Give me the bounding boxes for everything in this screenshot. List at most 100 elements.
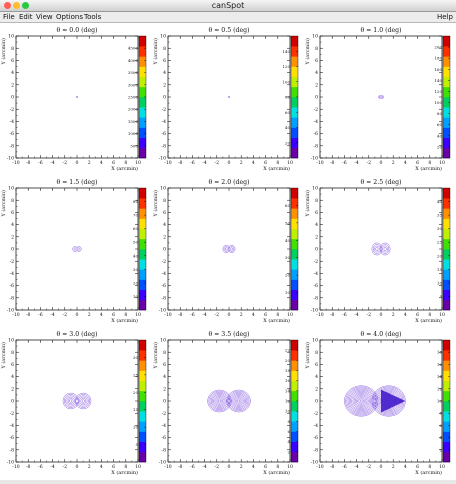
colorbar-frame xyxy=(442,187,451,311)
colorbar-segment xyxy=(139,107,146,118)
y-tick-label: 8 xyxy=(11,198,14,204)
colorbar-segment xyxy=(139,198,146,209)
colorbar-tick-label: 22 xyxy=(285,348,291,353)
y-tick-label: 6 xyxy=(163,362,166,368)
y-tick-label: -4 xyxy=(162,423,167,429)
colorbar-segment xyxy=(443,76,450,88)
panel-title: θ = 2.5 (deg) xyxy=(360,179,401,186)
spot-ring xyxy=(232,395,245,407)
spot xyxy=(62,392,92,410)
y-axis-label: Y (arcmin) xyxy=(0,38,7,66)
menu-bar: File Edit View Options Tools Help xyxy=(0,12,456,23)
x-tick-label: 8 xyxy=(124,312,127,318)
colorbar-tick-label: 20 xyxy=(285,273,291,278)
y-tick-label: -4 xyxy=(162,271,167,277)
colorbar-segment xyxy=(139,350,146,361)
colorbar-segment xyxy=(291,451,298,463)
colorbar-segment xyxy=(443,117,450,128)
colorbar-tick-label: 15 xyxy=(133,407,139,412)
x-tick-label: 4 xyxy=(252,464,255,470)
spot xyxy=(371,242,391,256)
spot-ring xyxy=(75,392,92,410)
panel-title: θ = 0.5 (deg) xyxy=(208,27,249,34)
colorbar-tick-label: 4000 xyxy=(128,58,139,63)
y-tick-label: 10 xyxy=(312,338,318,344)
colorbar-segment xyxy=(443,370,450,381)
zoom-window-icon[interactable] xyxy=(22,2,29,9)
x-tick-label: -10 xyxy=(164,312,171,318)
y-tick-label: 0 xyxy=(11,399,14,405)
y-tick-label: 10 xyxy=(160,186,166,192)
x-axis-label: X (arcmin) xyxy=(415,317,442,324)
colorbar-tick-label: 2500 xyxy=(128,95,139,100)
colorbar-tick-label: 2 xyxy=(439,447,442,452)
panel-title: θ = 2.0 (deg) xyxy=(208,179,249,186)
x-tick-label: 4 xyxy=(252,312,255,318)
colorbar-tick-label: 50 xyxy=(133,240,139,245)
x-tick-label: -6 xyxy=(342,464,347,470)
spot-ring xyxy=(234,397,243,405)
colorbar-tick-label: 180 xyxy=(434,56,442,61)
colorbar-segment xyxy=(443,147,450,159)
y-tick-label: 2 xyxy=(163,82,166,88)
colorbar-tick-label: 6 xyxy=(439,423,442,428)
menu-view[interactable]: View xyxy=(36,13,53,21)
y-tick-label: -10 xyxy=(159,156,166,162)
colorbar-tick-label: 6 xyxy=(287,429,290,434)
close-window-icon[interactable] xyxy=(4,2,11,9)
minimize-window-icon[interactable] xyxy=(13,2,20,9)
x-tick-label: -6 xyxy=(190,464,195,470)
x-tick-label: -4 xyxy=(354,312,359,318)
x-tick-label: -6 xyxy=(38,464,43,470)
colorbar-tick-label: 60 xyxy=(285,110,291,115)
spot-panel: θ = 3.5 (deg) -10 -8 -6 -4 -2 0 2 4 6 8 10 -10 -8 -6 -4… xyxy=(152,331,299,476)
colorbar-tick-label: 10 xyxy=(437,280,443,285)
spot-ring xyxy=(66,396,75,406)
panel-title: θ = 3.5 (deg) xyxy=(208,331,249,338)
colorbar-tick-label: 5 xyxy=(135,442,138,447)
x-tick-label: 0 xyxy=(380,312,383,318)
menu-file[interactable]: File xyxy=(3,13,15,21)
x-tick-label: 4 xyxy=(404,160,407,166)
y-tick-label: -4 xyxy=(10,271,15,277)
x-tick-label: 0 xyxy=(76,464,79,470)
x-tick-label: 8 xyxy=(276,312,279,318)
colorbar-segment xyxy=(291,137,298,149)
spot xyxy=(228,96,230,98)
x-tick-label: -4 xyxy=(202,464,207,470)
spot xyxy=(207,389,251,413)
x-tick-label: -8 xyxy=(330,160,335,166)
colorbar-segment xyxy=(291,390,298,402)
x-tick-label: -8 xyxy=(178,464,183,470)
colorbar-tick-label: 10 xyxy=(133,425,139,430)
spot-tail xyxy=(381,389,406,413)
colorbar-tick-label: 500 xyxy=(130,143,138,148)
menu-help[interactable]: Help xyxy=(437,13,453,21)
y-tick-label: -4 xyxy=(314,119,319,125)
x-tick-label: 10 xyxy=(439,464,445,470)
y-tick-label: -8 xyxy=(314,447,319,453)
menu-edit[interactable]: Edit xyxy=(19,13,33,21)
y-tick-label: 10 xyxy=(8,34,14,40)
spot-ring xyxy=(355,395,368,407)
colorbar-segment xyxy=(443,46,450,57)
colorbar-segment xyxy=(139,269,146,280)
x-tick-label: -8 xyxy=(26,312,31,318)
y-tick-label: 8 xyxy=(11,350,14,356)
spot-center xyxy=(228,248,230,250)
x-tick-label: 4 xyxy=(100,160,103,166)
y-tick-label: 6 xyxy=(315,210,318,216)
y-tick-label: -4 xyxy=(314,423,319,429)
colorbar-tick-label: 80 xyxy=(133,199,139,204)
colorbar-segment xyxy=(139,401,146,412)
colorbar-segment xyxy=(139,137,146,149)
colorbar-segment xyxy=(291,380,298,392)
spot-panel: θ = 0.5 (deg) -10 -8 -6 -4 -2 0 2 4 6 8 10 -10 -8 -6 -4… xyxy=(152,27,299,172)
menu-options[interactable]: Options xyxy=(56,13,84,21)
colorbar-segment xyxy=(291,299,298,311)
menu-tools[interactable]: Tools xyxy=(84,13,102,21)
spot-ring xyxy=(216,398,222,404)
y-tick-label: -6 xyxy=(162,435,167,441)
colorbar-segment xyxy=(443,441,450,453)
plot-canvas[interactable]: θ = 0.0 (deg) -10 -8 -6 -4 -2 0 2 4 6 8 10 -10 -8 -6 -4… xyxy=(0,23,456,480)
